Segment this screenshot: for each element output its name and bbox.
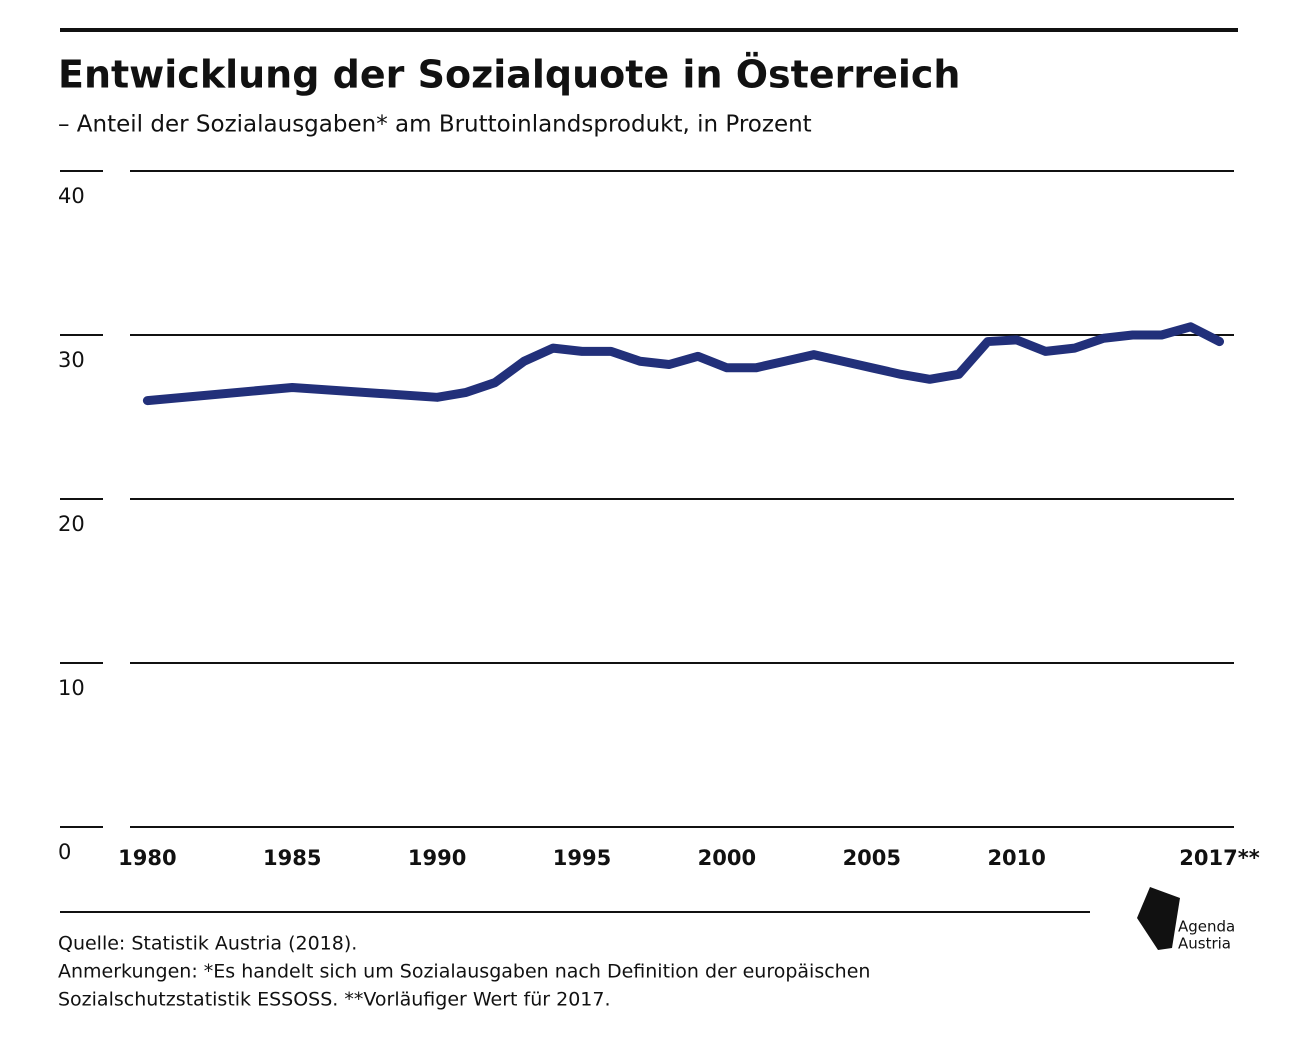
note: Anmerkungen: *Es handelt sich um Soziala… [58, 961, 870, 983]
x-tick-label: 1985 [263, 846, 321, 870]
logo-mark [1137, 887, 1180, 950]
x-tick-label: 1995 [553, 846, 611, 870]
x-tick-label: 2005 [843, 846, 901, 870]
y-tick-label: 10 [58, 676, 85, 700]
x-tick-label: 2010 [987, 846, 1045, 870]
data-line [142, 322, 1225, 406]
y-tick-label: 20 [58, 512, 85, 536]
x-tick-label: 2000 [698, 846, 756, 870]
source: Quelle: Statistik Austria (2018). [58, 933, 357, 955]
x-tick-label: 2017** [1179, 846, 1259, 870]
x-tick-label: 1980 [118, 846, 176, 870]
y-tick-label: 0 [58, 840, 71, 864]
x-tick-label: 1990 [408, 846, 466, 870]
chart-title: Entwicklung der Sozialquote in Österreic… [58, 53, 960, 97]
chart-subtitle: – Anteil der Sozialausgaben* am Bruttoin… [58, 112, 812, 138]
note: Sozialschutzstatistik ESSOSS. **Vorläufi… [58, 989, 611, 1011]
y-tick-label: 30 [58, 348, 85, 372]
logo-text: Agenda [1178, 918, 1235, 936]
y-tick-label: 40 [58, 184, 85, 208]
logo-text: Austria [1178, 935, 1231, 953]
